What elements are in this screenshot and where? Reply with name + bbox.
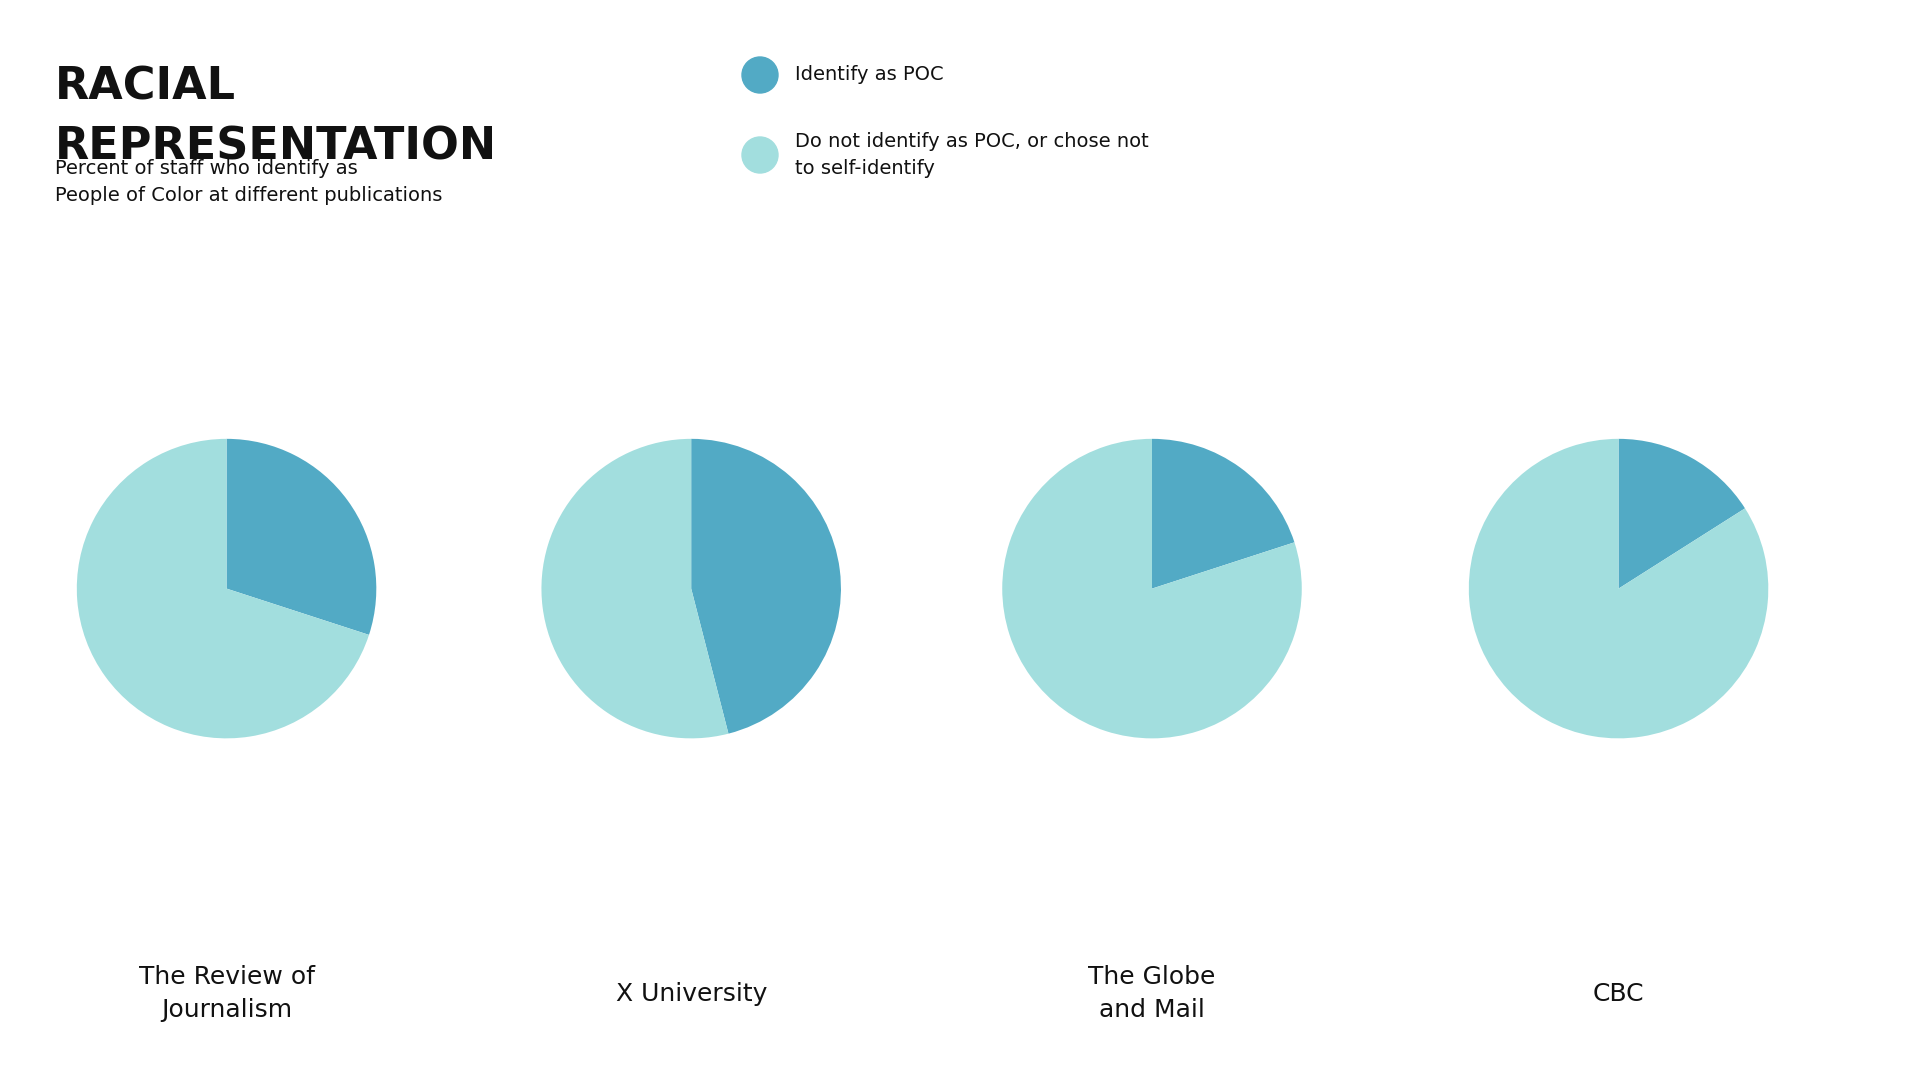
Circle shape — [741, 57, 778, 93]
Wedge shape — [77, 438, 369, 739]
Wedge shape — [691, 438, 841, 733]
Text: Percent of staff who identify as
People of Color at different publications: Percent of staff who identify as People … — [56, 160, 442, 205]
Wedge shape — [1152, 438, 1294, 589]
Text: X University: X University — [616, 982, 766, 1005]
Text: RACIAL: RACIAL — [56, 65, 236, 108]
Text: CBC: CBC — [1594, 982, 1644, 1005]
Text: Do not identify as POC, or chose not
to self-identify: Do not identify as POC, or chose not to … — [795, 132, 1148, 178]
Wedge shape — [1619, 438, 1745, 589]
Wedge shape — [1002, 438, 1302, 739]
Wedge shape — [541, 438, 728, 739]
Circle shape — [741, 137, 778, 173]
Wedge shape — [1469, 438, 1768, 739]
Text: The Globe
and Mail: The Globe and Mail — [1089, 964, 1215, 1023]
Text: The Review of
Journalism: The Review of Journalism — [138, 964, 315, 1023]
Wedge shape — [227, 438, 376, 635]
Text: Identify as POC: Identify as POC — [795, 66, 943, 84]
Text: REPRESENTATION: REPRESENTATION — [56, 125, 497, 168]
